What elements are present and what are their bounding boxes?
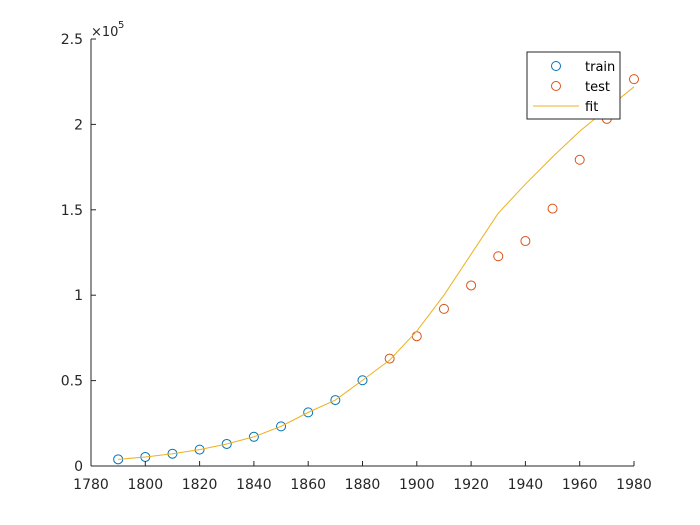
y-tick-label: 0: [74, 459, 83, 475]
x-tick-label: 1880: [345, 477, 381, 493]
fit-series-line: [118, 86, 635, 460]
train-point: [194, 444, 205, 455]
legend-box: [526, 51, 621, 120]
legend-swatch-test: [551, 81, 561, 91]
y-tick-label: 1: [74, 288, 83, 304]
test-point: [629, 74, 639, 85]
test-point: [438, 303, 449, 314]
y-exponent-base: ×10: [91, 25, 118, 40]
y-tick-label: 1.5: [61, 203, 83, 219]
y-tick-label: 0.5: [61, 374, 83, 390]
legend-swatch-train: [551, 61, 561, 71]
y-exponent-power: 5: [118, 20, 124, 31]
x-tick-label: 1780: [73, 477, 109, 493]
x-tick-label: 1900: [399, 477, 435, 493]
x-tick-label: 1940: [508, 477, 544, 493]
legend-label-fit: fit: [585, 100, 598, 115]
x-tick-label: 1840: [236, 477, 272, 493]
x-tick-label: 1920: [453, 477, 489, 493]
train-point: [330, 395, 341, 406]
test-point: [384, 353, 395, 364]
train-point: [167, 448, 178, 459]
train-point: [303, 407, 314, 418]
train-point: [221, 438, 232, 449]
y-tick-label: 2: [74, 117, 83, 133]
x-tick-label: 1860: [290, 477, 326, 493]
legend-label-test: test: [585, 80, 610, 95]
x-tick-label: 1820: [182, 477, 218, 493]
train-point: [276, 421, 287, 432]
train-point: [248, 431, 259, 442]
test-point: [466, 280, 477, 291]
test-point: [520, 236, 531, 247]
x-tick-label: 1960: [562, 477, 598, 493]
x-tick-label: 1980: [616, 477, 652, 493]
x-tick-label: 1800: [127, 477, 163, 493]
test-point: [574, 154, 585, 165]
legend-label-train: train: [585, 60, 615, 75]
test-point: [547, 203, 558, 214]
test-point: [493, 251, 504, 262]
y-tick-label: 2.5: [61, 32, 83, 48]
train-point: [357, 375, 368, 386]
